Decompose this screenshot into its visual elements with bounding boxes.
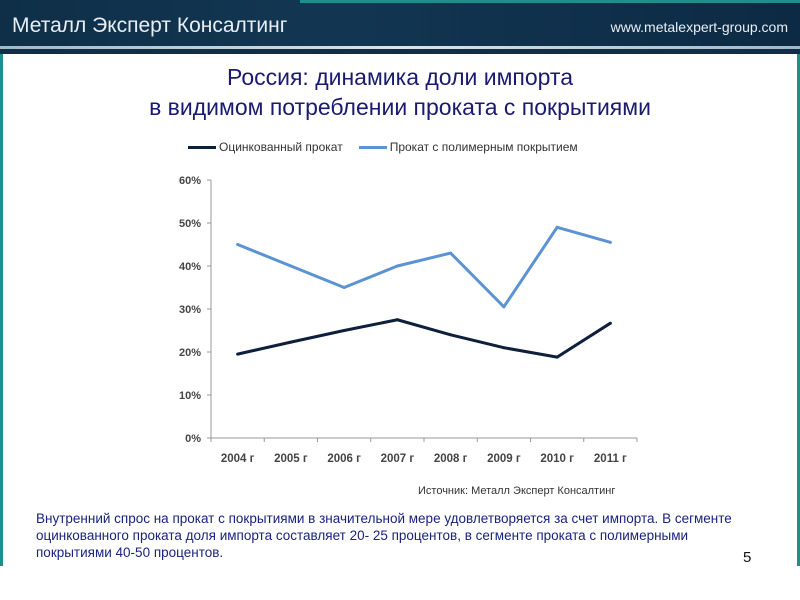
y-tick-label: 50% <box>179 218 201 230</box>
y-tick-label: 10% <box>179 390 201 402</box>
header-bar: Металл Эксперт Консалтинг www.metalexper… <box>0 0 800 46</box>
data-point <box>395 318 399 322</box>
data-point <box>342 329 346 332</box>
x-tick-label: 2007 г <box>381 453 415 465</box>
slide-note: Внутренний спрос на прокат с покрытиями … <box>36 511 732 560</box>
data-point <box>395 264 399 268</box>
x-tick-label: 2006 г <box>327 453 361 465</box>
slide-border-right <box>797 54 800 566</box>
x-tick-label: 2005 г <box>274 453 308 465</box>
x-tick-label: 2008 г <box>434 453 468 465</box>
data-point <box>555 355 559 359</box>
legend-swatch <box>358 145 387 149</box>
slide-title: Россия: динамика доли импорта в видимом … <box>0 62 800 122</box>
slide-border-left <box>0 54 3 566</box>
x-tick-label: 2004 г <box>221 453 255 465</box>
data-point <box>608 240 612 244</box>
legend-item: Оцинкованный прокат <box>188 140 343 154</box>
chart-legend: Оцинкованный прокат Прокат с полимерным … <box>188 140 578 154</box>
y-tick-label: 40% <box>179 261 201 273</box>
y-tick-label: 20% <box>179 347 201 359</box>
data-point <box>289 340 293 344</box>
series-line-0 <box>237 318 612 359</box>
data-point <box>449 251 453 255</box>
divider <box>0 46 800 49</box>
data-point <box>502 346 506 350</box>
x-tick-label: 2009 г <box>487 453 521 465</box>
data-point <box>502 305 506 309</box>
title-line-1: Россия: динамика доли импорта <box>227 64 573 90</box>
legend-swatch <box>188 145 216 149</box>
legend-item: Прокат с полимерным покрытием <box>358 140 578 154</box>
data-point <box>608 321 612 325</box>
data-point <box>236 352 240 356</box>
y-tick-label: 30% <box>179 304 201 316</box>
data-point <box>289 264 293 268</box>
legend-label: Оцинкованный прокат <box>219 140 343 154</box>
legend-label: Прокат с полимерным покрытием <box>389 140 578 154</box>
data-point <box>449 333 453 337</box>
y-tick-label: 0% <box>185 433 201 445</box>
brand-name: Металл Эксперт Консалтинг <box>12 14 288 37</box>
chart-source: Источник: Металл Эксперт Консалтинг <box>418 485 616 497</box>
series-line-1 <box>237 225 611 309</box>
title-line-2: в видимом потреблении проката с покрытия… <box>149 94 651 120</box>
data-point <box>555 225 559 229</box>
y-tick-label: 60% <box>179 175 201 187</box>
website-url: www.metalexpert-group.com <box>610 19 788 35</box>
page-number: 5 <box>743 549 752 566</box>
x-tick-label: 2011 г <box>594 453 627 465</box>
divider <box>0 49 800 54</box>
accent-line <box>300 0 800 3</box>
x-tick-label: 2010 г <box>540 453 574 465</box>
data-point <box>342 286 346 289</box>
data-point <box>236 243 240 246</box>
